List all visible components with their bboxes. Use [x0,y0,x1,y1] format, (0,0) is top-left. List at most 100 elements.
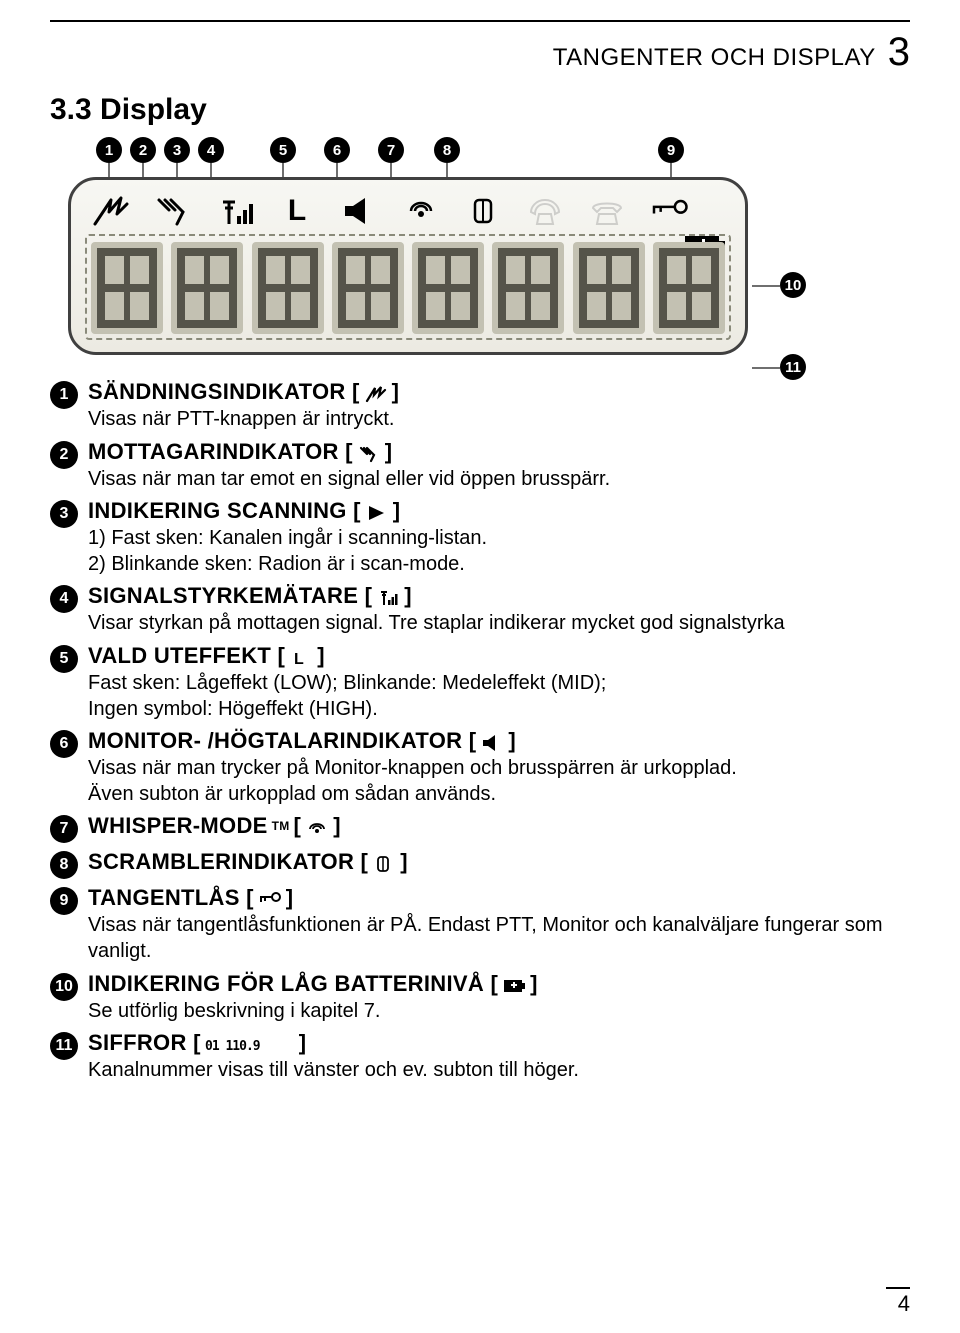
segment-digit [573,242,645,334]
segment-digit [412,242,484,334]
entry-number: 1 [50,381,78,409]
whisper-icon [401,194,441,228]
entry-title: SIGNALSTYRKEMÄTARE [] [88,583,910,609]
entry-description: Kanalnummer visas till vänster och ev. s… [88,1058,910,1084]
entry-number: 2 [50,441,78,469]
entry-body: WHISPER-MODETM [] [88,813,910,843]
entry-title: SÄNDNINGSINDIKATOR [] [88,379,910,405]
entry-number: 4 [50,585,78,613]
entry: 10 INDIKERING FÖR LÅG BATTERINIVÅ []Se ut… [50,971,910,1025]
entry-list: 1 SÄNDNINGSINDIKATOR []Visas när PTT-knap… [50,379,910,1084]
entry-number: 10 [50,973,78,1001]
entry-number: 3 [50,500,78,528]
entry-description: Fast sken: Lågeffekt (LOW); Blinkande: M… [88,671,910,697]
segment-digit [332,242,404,334]
entry-body: VALD UTEFFEKT []Fast sken: Lågeffekt (LO… [88,643,910,722]
entry-title: TANGENTLÅS [] [88,885,910,911]
entry-title: MOTTAGARINDIKATOR [] [88,439,910,465]
segment-digit [252,242,324,334]
entry-number: 8 [50,851,78,879]
rx-icon [357,443,381,461]
callout-9: 9 [658,137,684,163]
scramble-icon [372,853,396,871]
entry-body: SCRAMBLERINDIKATOR [] [88,849,910,879]
tx-icon [364,383,388,401]
segment-digit [492,242,564,334]
header-title: TANGENTER OCH DISPLAY [553,44,876,72]
entry-number: 11 [50,1032,78,1060]
callout-row-top: 123456789 [68,137,828,171]
entry: 3 INDIKERING SCANNING []1) Fast sken: Kan… [50,498,910,577]
speaker-icon [480,732,504,750]
entry: 9 TANGENTLÅS []Visas när tangentlåsfunkti… [50,885,910,964]
entry-body: INDIKERING FÖR LÅG BATTERINIVÅ []Se utfö… [88,971,910,1025]
entry-title: MONITOR- /HÖGTALARINDIKATOR [] [88,728,910,754]
phone-icon [587,194,627,228]
entry-body: TANGENTLÅS []Visas när tangentlåsfunktio… [88,885,910,964]
battery-icon [502,975,526,993]
entry-title: SIFFROR [] [88,1030,910,1056]
entry: 8 SCRAMBLERINDIKATOR [] [50,849,910,879]
callout-7: 7 [378,137,404,163]
entry-description: 1) Fast sken: Kanalen ingår i scanning-l… [88,526,910,552]
entry-body: INDIKERING SCANNING []1) Fast sken: Kana… [88,498,910,577]
play-icon [365,502,389,520]
entry-description: Visas när man trycker på Monitor-knappen… [88,756,910,782]
lcd-icon-row: L [85,190,731,234]
entry-body: MOTTAGARINDIKATOR []Visas när man tar em… [88,439,910,493]
entry: 5VALD UTEFFEKT []Fast sken: Lågeffekt (L… [50,643,910,722]
entry-body: MONITOR- /HÖGTALARINDIKATOR []Visas när … [88,728,910,807]
speaker-icon [339,194,379,228]
entry-body: SIGNALSTYRKEMÄTARE []Visar styrkan på mo… [88,583,910,637]
callout-8: 8 [434,137,460,163]
entry-number: 6 [50,730,78,758]
segment-digit [653,242,725,334]
entry-number: 7 [50,815,78,843]
entry-title: VALD UTEFFEKT [] [88,643,910,669]
callout-6: 6 [324,137,350,163]
segment-digit [171,242,243,334]
callout-10: 10 [780,272,806,298]
entry-description: Ingen symbol: Högeffekt (HIGH). [88,697,910,723]
signal-icon [215,194,255,228]
digits-icon [205,1034,295,1052]
lcd-panel: L [68,177,748,355]
scramble-icon [463,194,503,228]
header-chapter: 3 [888,30,910,75]
top-rule [50,20,910,22]
key-icon [258,889,282,907]
entry: 7 WHISPER-MODETM [] [50,813,910,843]
entry-description: Visar styrkan på mottagen signal. Tre st… [88,611,910,637]
entry: 11 SIFFROR []Kanalnummer visas till vänst… [50,1030,910,1084]
segment-digit [91,242,163,334]
entry-description: Se utförlig beskrivning i kapitel 7. [88,999,910,1025]
low-power-icon: L [277,194,317,228]
rx-icon [153,194,193,228]
entry-title: INDIKERING SCANNING [] [88,498,910,524]
callout-5: 5 [270,137,296,163]
display-diagram: 123456789 L [68,137,910,355]
page-header: TANGENTER OCH DISPLAY 3 [50,30,910,75]
entry-description: Visas när man tar emot en signal eller v… [88,467,910,493]
call-icon [525,194,565,228]
entry-number: 9 [50,887,78,915]
entry: 4 SIGNALSTYRKEMÄTARE []Visar styrkan på m… [50,583,910,637]
callout-11: 11 [780,354,806,380]
entry: 2 MOTTAGARINDIKATOR []Visas när man tar e… [50,439,910,493]
callout-2: 2 [130,137,156,163]
page-number: 4 [886,1287,910,1317]
whisper-icon [305,817,329,835]
L-icon [289,647,313,665]
entry: 1 SÄNDNINGSINDIKATOR []Visas när PTT-knap… [50,379,910,433]
entry-title: INDIKERING FÖR LÅG BATTERINIVÅ [] [88,971,910,997]
entry-description: Visas när PTT-knappen är intryckt. [88,407,910,433]
entry-description: 2) Blinkande sken: Radion är i scan-mode… [88,552,910,578]
entry-body: SIFFROR []Kanalnummer visas till vänster… [88,1030,910,1084]
entry-title: WHISPER-MODETM [] [88,813,910,839]
signal-icon [376,587,400,605]
tx-icon [91,194,131,228]
entry: 6 MONITOR- /HÖGTALARINDIKATOR []Visas när… [50,728,910,807]
callout-1: 1 [96,137,122,163]
entry-description: Även subton är urkopplad om sådan använd… [88,782,910,808]
entry-title: SCRAMBLERINDIKATOR [] [88,849,910,875]
